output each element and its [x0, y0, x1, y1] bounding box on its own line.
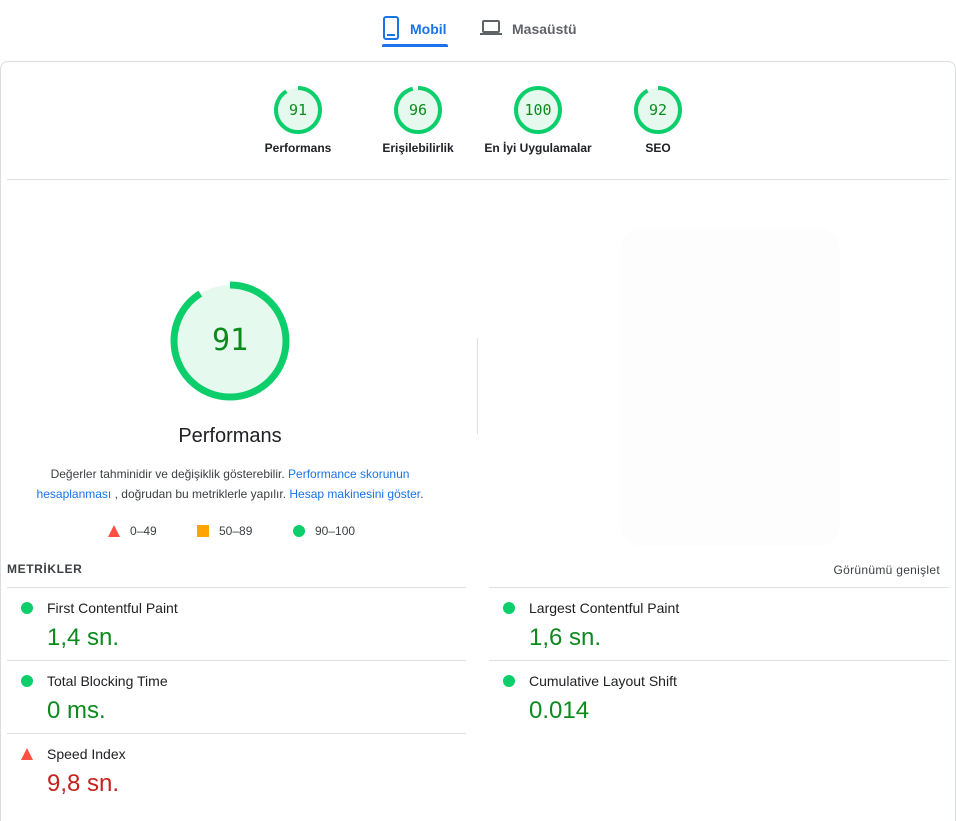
green-circle-icon	[293, 525, 305, 537]
green-circle-icon	[503, 602, 515, 614]
gauge-best-practices[interactable]: 100 En İyi Uygulamalar	[478, 85, 598, 155]
gauge-label: Erişilebilirlik	[382, 141, 454, 155]
gauge-label: En İyi Uygulamalar	[484, 141, 592, 155]
legend-good-label: 90–100	[315, 524, 356, 538]
gauge-performance[interactable]: 91 Performans	[238, 85, 358, 155]
metric-value: 1,6 sn.	[529, 624, 602, 651]
gauge-score: 92	[649, 101, 667, 119]
metric-fcp: First Contentful Paint 1,4 sn.	[7, 600, 457, 652]
divider	[489, 587, 949, 588]
gauge-score: 96	[409, 101, 427, 119]
orange-square-icon	[197, 525, 209, 537]
legend-average: 50–89	[197, 522, 252, 540]
gauge-accessibility[interactable]: 96 Erişilebilirlik	[358, 85, 478, 155]
metric-label: Largest Contentful Paint	[529, 600, 680, 616]
divider	[7, 733, 466, 734]
metric-label: Cumulative Layout Shift	[529, 673, 677, 689]
metric-speed-index: Speed Index 9,8 sn.	[7, 746, 457, 798]
metric-label: Total Blocking Time	[47, 673, 168, 689]
vertical-divider	[477, 338, 478, 434]
gauge-ring: 91	[274, 86, 322, 134]
desc-text: Değerler tahminidir ve değişiklik göster…	[50, 467, 285, 481]
main-performance-gauge: 91	[170, 281, 290, 401]
divider	[7, 587, 466, 588]
red-triangle-icon	[21, 748, 33, 760]
page-screenshot	[620, 228, 840, 546]
score-calculation-link[interactable]: Performance skorunun hesaplanması	[36, 467, 410, 501]
main-score: 91	[212, 323, 248, 358]
gauge-ring: 92	[634, 86, 682, 134]
metric-value: 0.014	[529, 697, 590, 724]
tab-mobile-label: Mobil	[410, 21, 447, 37]
gauge-ring: 96	[394, 86, 442, 134]
gauge-label: Performans	[264, 141, 332, 155]
divider	[7, 179, 949, 180]
metric-value: 1,4 sn.	[47, 624, 120, 651]
green-circle-icon	[21, 675, 33, 687]
legend-good: 90–100	[293, 522, 355, 540]
gauge-score: 100	[524, 101, 551, 119]
mobile-phone-icon	[382, 15, 400, 43]
expand-view-toggle[interactable]: Görünümü genişlet	[833, 563, 940, 577]
green-circle-icon	[21, 602, 33, 614]
desc-text-2: , doğrudan bu metriklerle yapılır.	[114, 487, 287, 501]
gauge-score: 91	[289, 101, 307, 119]
metric-value: 0 ms.	[47, 697, 106, 724]
main-gauge-title: Performans	[178, 425, 282, 447]
metrics-heading: METRİKLER	[7, 562, 83, 576]
device-tabs: Mobil Masaüstü	[0, 0, 956, 50]
score-description: Değerler tahminidir ve değişiklik göster…	[30, 464, 430, 504]
active-tab-indicator	[382, 44, 448, 47]
metric-cls: Cumulative Layout Shift 0.014	[489, 673, 939, 725]
gauge-seo[interactable]: 92 SEO	[598, 85, 718, 155]
calculator-link[interactable]: Hesap makinesini göster	[289, 487, 421, 501]
gauge-label: SEO	[645, 141, 671, 155]
green-circle-icon	[503, 675, 515, 687]
metric-value: 9,8 sn.	[47, 770, 120, 797]
legend-average-label: 50–89	[219, 524, 253, 538]
gauge-ring: 100	[514, 86, 562, 134]
metric-lcp: Largest Contentful Paint 1,6 sn.	[489, 600, 939, 652]
tab-desktop[interactable]: Masaüstü	[480, 10, 580, 48]
red-triangle-icon	[108, 525, 120, 537]
metric-tbt: Total Blocking Time 0 ms.	[7, 673, 457, 725]
tab-mobile[interactable]: Mobil	[382, 10, 448, 48]
laptop-icon	[480, 19, 502, 40]
metric-label: First Contentful Paint	[47, 600, 178, 616]
legend-bad: 0–49	[108, 522, 157, 540]
desc-end: .	[420, 487, 424, 501]
metric-label: Speed Index	[47, 746, 126, 762]
divider	[7, 660, 466, 661]
legend-bad-label: 0–49	[130, 524, 157, 538]
divider	[489, 660, 949, 661]
tab-desktop-label: Masaüstü	[512, 21, 577, 37]
